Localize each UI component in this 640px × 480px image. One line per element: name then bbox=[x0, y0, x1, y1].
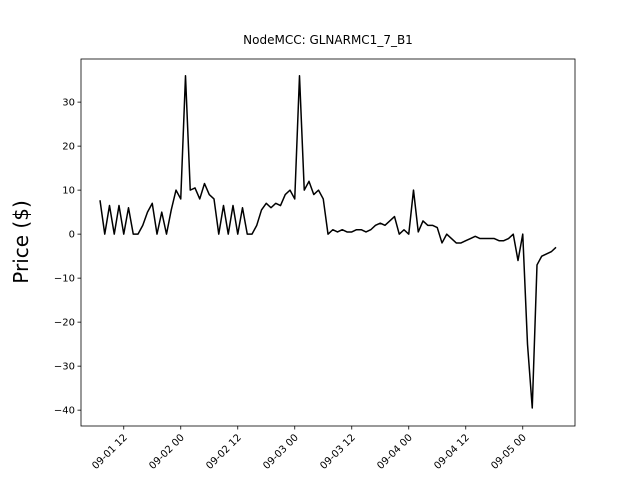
y-tick-label: 20 bbox=[62, 142, 75, 153]
y-tick-label: −10 bbox=[54, 274, 75, 285]
y-tick-label: −40 bbox=[54, 406, 75, 417]
x-tick-label: 09-03 00 bbox=[261, 432, 301, 472]
y-tick-label: 10 bbox=[62, 186, 75, 197]
chart-title: NodeMCC: GLNARMC1_7_B1 bbox=[243, 33, 413, 47]
x-tick-label: 09-01 12 bbox=[90, 432, 130, 472]
x-tick-label: 09-04 12 bbox=[432, 432, 472, 472]
x-tick-label: 09-03 12 bbox=[318, 432, 358, 472]
x-tick-label: 09-05 00 bbox=[489, 432, 529, 472]
x-tick-label: 09-02 00 bbox=[147, 432, 187, 472]
y-axis-label: Price ($) bbox=[9, 200, 33, 283]
price-line bbox=[99, 74, 557, 409]
y-tick-label: −30 bbox=[54, 362, 75, 373]
plot-frame bbox=[80, 58, 576, 427]
y-tick-label: 0 bbox=[69, 230, 75, 241]
y-tick-label: −20 bbox=[54, 318, 75, 329]
y-tick-label: 30 bbox=[62, 98, 75, 109]
x-tick-label: 09-02 12 bbox=[204, 432, 244, 472]
x-tick-label: 09-04 00 bbox=[375, 432, 415, 472]
